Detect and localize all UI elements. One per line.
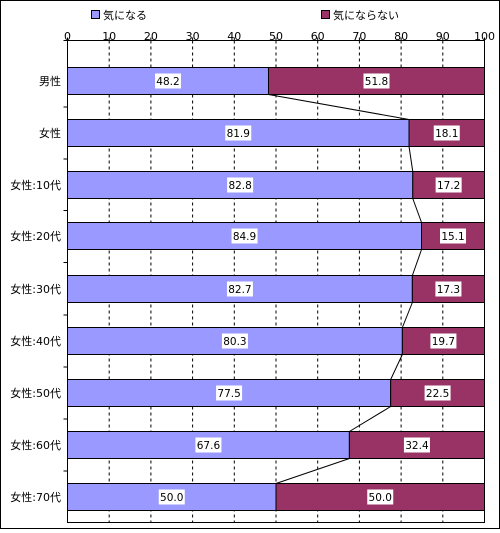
- series-line: [408, 146, 414, 172]
- data-label: 15.1: [441, 231, 464, 243]
- data-label: 17.2: [437, 180, 460, 192]
- data-label-box: [154, 73, 181, 89]
- legend-label: 気にならない: [333, 8, 399, 22]
- x-tick-label: 70: [352, 30, 366, 43]
- data-label: 18.1: [435, 128, 458, 140]
- x-tick-label: 100: [474, 30, 495, 43]
- data-label-box: [216, 385, 243, 401]
- data-label: 84.9: [233, 231, 256, 243]
- data-label: 22.5: [426, 388, 449, 400]
- x-tick-label: 50: [269, 30, 283, 43]
- category-label: 女性:30代: [10, 282, 61, 296]
- x-tick-label: 30: [186, 30, 200, 43]
- category-label: 女性:20代: [10, 229, 61, 243]
- category-label: 女性:40代: [10, 334, 61, 348]
- data-label-box: [226, 281, 253, 297]
- data-label: 48.2: [156, 76, 179, 88]
- x-tick-label: 60: [311, 30, 325, 43]
- legend-label: 気になる: [103, 8, 147, 22]
- data-label: 19.7: [432, 336, 455, 348]
- category-label: 女性:50代: [10, 386, 61, 400]
- series-line: [401, 302, 413, 328]
- data-label-box: [158, 489, 185, 505]
- data-label-box: [435, 177, 462, 193]
- series-line: [390, 354, 403, 380]
- data-label: 17.3: [437, 284, 460, 296]
- series-line: [412, 198, 423, 223]
- x-tick-label: 20: [144, 30, 158, 43]
- series-line: [411, 249, 423, 276]
- bar-concerned: [67, 483, 277, 511]
- data-label-box: [440, 228, 467, 244]
- data-label: 50.0: [160, 492, 183, 504]
- legend-swatch-気にならない: [321, 10, 330, 19]
- data-label: 51.8: [365, 76, 388, 88]
- series-line: [349, 406, 391, 432]
- x-tick-label: 10: [102, 30, 116, 43]
- data-label-box: [231, 228, 258, 244]
- x-tick-label: 90: [436, 30, 450, 43]
- data-label-box: [195, 437, 222, 453]
- x-tick-label: 0: [64, 30, 71, 43]
- category-label: 女性:10代: [10, 178, 61, 192]
- legend-swatch-気になる: [91, 10, 100, 19]
- x-tick-label: 80: [394, 30, 408, 43]
- x-tick-label: 40: [227, 30, 241, 43]
- data-label-box: [225, 125, 252, 141]
- data-label: 82.7: [228, 284, 251, 296]
- data-label: 81.9: [227, 128, 250, 140]
- data-label: 50.0: [369, 492, 392, 504]
- data-label: 32.4: [405, 440, 429, 452]
- data-label: 67.6: [197, 440, 221, 452]
- data-label-box: [403, 437, 430, 453]
- data-label-box: [424, 385, 451, 401]
- data-label-box: [433, 125, 460, 141]
- series-line: [268, 94, 410, 120]
- category-label: 女性: [39, 126, 61, 140]
- data-label: 80.3: [223, 336, 246, 348]
- series-line: [275, 458, 350, 484]
- data-label-box: [435, 281, 462, 297]
- data-label: 77.5: [217, 388, 240, 400]
- data-label-box: [227, 177, 254, 193]
- category-label: 女性:70代: [10, 490, 61, 504]
- data-label-box: [367, 489, 394, 505]
- category-label: 女性:60代: [10, 438, 61, 452]
- data-label-box: [430, 333, 457, 349]
- data-label-box: [363, 73, 390, 89]
- data-label-box: [221, 333, 248, 349]
- category-label: 男性: [39, 74, 61, 88]
- data-label: 82.8: [228, 180, 251, 192]
